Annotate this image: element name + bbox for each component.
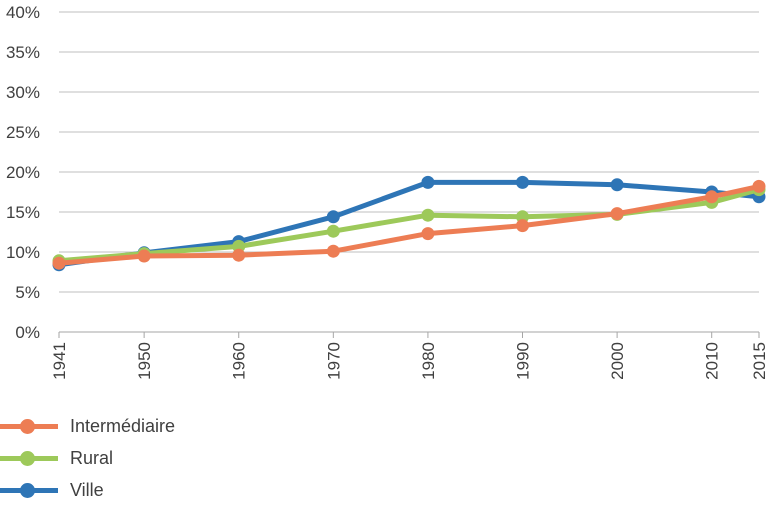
legend-item: Intermédiaire <box>0 410 175 442</box>
x-tick-label: 1990 <box>514 342 533 380</box>
x-tick-label: 1980 <box>419 342 438 380</box>
data-point <box>52 256 66 270</box>
data-point <box>326 224 340 238</box>
legend-label: Rural <box>70 447 114 468</box>
data-point <box>516 219 530 233</box>
y-tick-label: 25% <box>6 123 40 142</box>
data-point <box>326 210 340 224</box>
x-tick-label: 1950 <box>135 342 154 380</box>
data-point <box>516 175 530 189</box>
legend-label: Ville <box>70 479 104 500</box>
line-chart: 0%5%10%15%20%25%30%35%40% 1941 1950 1960 19… <box>6 3 768 380</box>
legend-item: Rural <box>0 442 175 474</box>
x-axis-tick-labels: 1941 1950 1960 1970 1980 1990 2000 2010 2015 <box>50 342 768 380</box>
data-point <box>610 207 624 221</box>
data-point <box>326 244 340 258</box>
legend-swatch <box>0 448 58 468</box>
y-axis-tick-labels: 0% 5% 10% 15% 20% 25% 30% 35% 40% <box>6 3 40 342</box>
x-tick-label: 1970 <box>324 342 343 380</box>
legend-swatch <box>0 480 58 500</box>
legend-label: Intermédiaire <box>70 415 176 436</box>
chart-legend: Intermédiaire Rural Ville <box>0 410 175 506</box>
data-point <box>752 179 766 193</box>
x-tick-label: 2015 <box>750 342 768 380</box>
series-line <box>56 187 762 264</box>
data-point <box>421 227 435 241</box>
data-point <box>137 249 151 263</box>
series-lines <box>52 175 766 272</box>
x-tick-label: 2010 <box>703 342 722 380</box>
data-point <box>705 190 719 204</box>
x-axis <box>58 331 760 338</box>
x-tick-label: 2000 <box>608 342 627 380</box>
legend-swatch <box>0 416 58 436</box>
y-tick-label: 30% <box>6 83 40 102</box>
y-tick-label: 5% <box>15 283 40 302</box>
y-tick-label: 10% <box>6 243 40 262</box>
series-intermédiaire <box>52 179 766 270</box>
y-tick-label: 35% <box>6 43 40 62</box>
y-tick-label: 40% <box>6 3 40 22</box>
y-tick-label: 0% <box>15 323 40 342</box>
legend-item: Ville <box>0 474 175 506</box>
data-point <box>232 248 246 262</box>
data-point <box>421 208 435 222</box>
x-tick-label: 1960 <box>230 342 249 380</box>
data-point <box>421 175 435 189</box>
data-point <box>610 178 624 192</box>
y-tick-label: 20% <box>6 163 40 182</box>
y-tick-label: 15% <box>6 203 40 222</box>
x-tick-label: 1941 <box>50 342 69 380</box>
